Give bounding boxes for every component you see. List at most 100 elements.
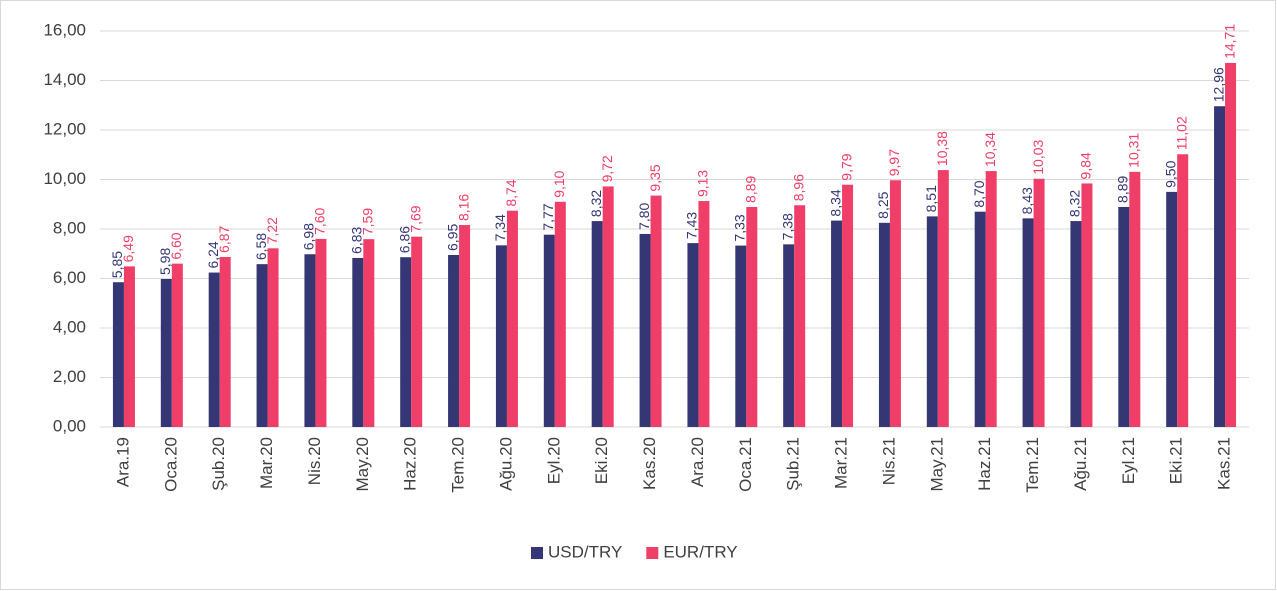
data-label: 8,32 — [1067, 190, 1083, 217]
x-tick-label: Tem.20 — [449, 437, 468, 493]
bar — [352, 257, 364, 427]
y-tick-label: 0,00 — [53, 416, 86, 435]
x-tick-label: May.20 — [353, 437, 372, 492]
x-tick-label: Şub.21 — [784, 437, 803, 491]
x-tick-label: Haz.21 — [975, 437, 994, 491]
x-tick-label: Nis.20 — [305, 437, 324, 485]
bar — [746, 206, 758, 427]
x-tick-label: Oca.20 — [161, 437, 180, 492]
bar — [698, 201, 710, 427]
data-label: 9,35 — [647, 164, 663, 191]
data-label: 8,51 — [923, 185, 939, 212]
bar — [1033, 178, 1045, 427]
bar — [831, 220, 843, 427]
bar — [639, 233, 651, 427]
x-tick-label: Eki.20 — [592, 437, 611, 484]
x-tick-label: May.21 — [927, 437, 946, 492]
data-label: 14,71 — [1221, 24, 1237, 59]
data-label: 8,96 — [790, 174, 806, 201]
data-label: 5,85 — [109, 251, 125, 278]
data-label: 8,25 — [875, 191, 891, 218]
y-tick-label: 16,00 — [43, 20, 86, 39]
x-tick-label: Nis.21 — [879, 437, 898, 485]
y-tick-label: 6,00 — [53, 268, 86, 287]
bar — [1022, 218, 1034, 427]
bar — [794, 205, 806, 427]
bar — [985, 171, 997, 427]
bar — [687, 243, 699, 427]
bar — [208, 272, 220, 427]
bar — [554, 201, 566, 427]
bar — [878, 222, 890, 427]
data-label: 7,60 — [312, 207, 328, 234]
bar — [411, 236, 423, 427]
bar — [400, 257, 412, 427]
data-label: 10,03 — [1030, 140, 1046, 175]
bar — [1214, 106, 1226, 428]
data-label: 6,49 — [120, 235, 136, 262]
bar — [926, 216, 938, 427]
data-label: 7,69 — [407, 205, 423, 232]
data-label: 8,89 — [743, 176, 759, 203]
bar — [123, 266, 135, 427]
y-tick-label: 14,00 — [43, 70, 86, 89]
data-label: 10,34 — [982, 132, 998, 167]
data-label: 7,34 — [492, 214, 508, 241]
bar — [543, 234, 555, 427]
x-tick-label: Oca.21 — [736, 437, 755, 492]
y-tick-label: 8,00 — [53, 218, 86, 237]
data-label: 8,89 — [1115, 176, 1131, 203]
data-label: 9,13 — [695, 170, 711, 197]
data-label: 9,50 — [1162, 160, 1178, 187]
bar — [1166, 191, 1178, 427]
data-label: 12,96 — [1210, 67, 1226, 102]
bar — [602, 186, 614, 427]
x-tick-label: Ağu.20 — [496, 437, 515, 491]
bar — [974, 211, 986, 427]
data-label: 7,22 — [264, 217, 280, 244]
y-tick-label: 4,00 — [53, 317, 86, 336]
y-tick-label: 10,00 — [43, 169, 86, 188]
data-label: 7,33 — [732, 214, 748, 241]
data-label: 6,87 — [216, 226, 232, 253]
data-label: 9,84 — [1078, 152, 1094, 179]
bar — [506, 210, 518, 427]
bar — [459, 225, 471, 427]
data-label: 6,58 — [253, 233, 269, 260]
data-label: 6,60 — [168, 232, 184, 259]
bar — [650, 195, 662, 427]
bar — [495, 245, 507, 427]
legend-label: EUR/TRY — [663, 542, 737, 561]
data-label: 7,59 — [360, 208, 376, 235]
x-tick-label: Ağu.21 — [1071, 437, 1090, 491]
bar — [1081, 183, 1093, 427]
x-tick-label: Mar.21 — [832, 437, 851, 489]
data-label: 8,16 — [455, 194, 471, 221]
bar — [448, 254, 460, 427]
bar — [304, 254, 316, 427]
legend-label: USD/TRY — [548, 542, 622, 561]
data-label: 11,02 — [1173, 116, 1189, 150]
x-tick-label: Şub.20 — [209, 437, 228, 491]
data-label: 7,38 — [779, 213, 795, 240]
legend-swatch — [646, 547, 659, 559]
y-tick-label: 2,00 — [53, 367, 86, 386]
data-label: 8,32 — [588, 190, 604, 217]
bar — [1225, 62, 1237, 428]
data-label: 8,70 — [971, 180, 987, 207]
bar — [842, 184, 854, 427]
x-tick-label: Ara.19 — [113, 437, 132, 487]
data-label: 7,43 — [684, 212, 700, 239]
data-label: 8,34 — [827, 189, 843, 216]
data-label: 6,98 — [301, 223, 317, 250]
x-tick-label: Tem.21 — [1023, 437, 1042, 493]
data-label: 9,97 — [886, 149, 902, 176]
bar — [267, 248, 279, 427]
x-tick-label: Kas.21 — [1215, 437, 1234, 490]
bar — [256, 264, 268, 427]
x-tick-label: Kas.20 — [640, 437, 659, 490]
bar — [363, 239, 375, 427]
data-label: 6,95 — [444, 224, 460, 251]
